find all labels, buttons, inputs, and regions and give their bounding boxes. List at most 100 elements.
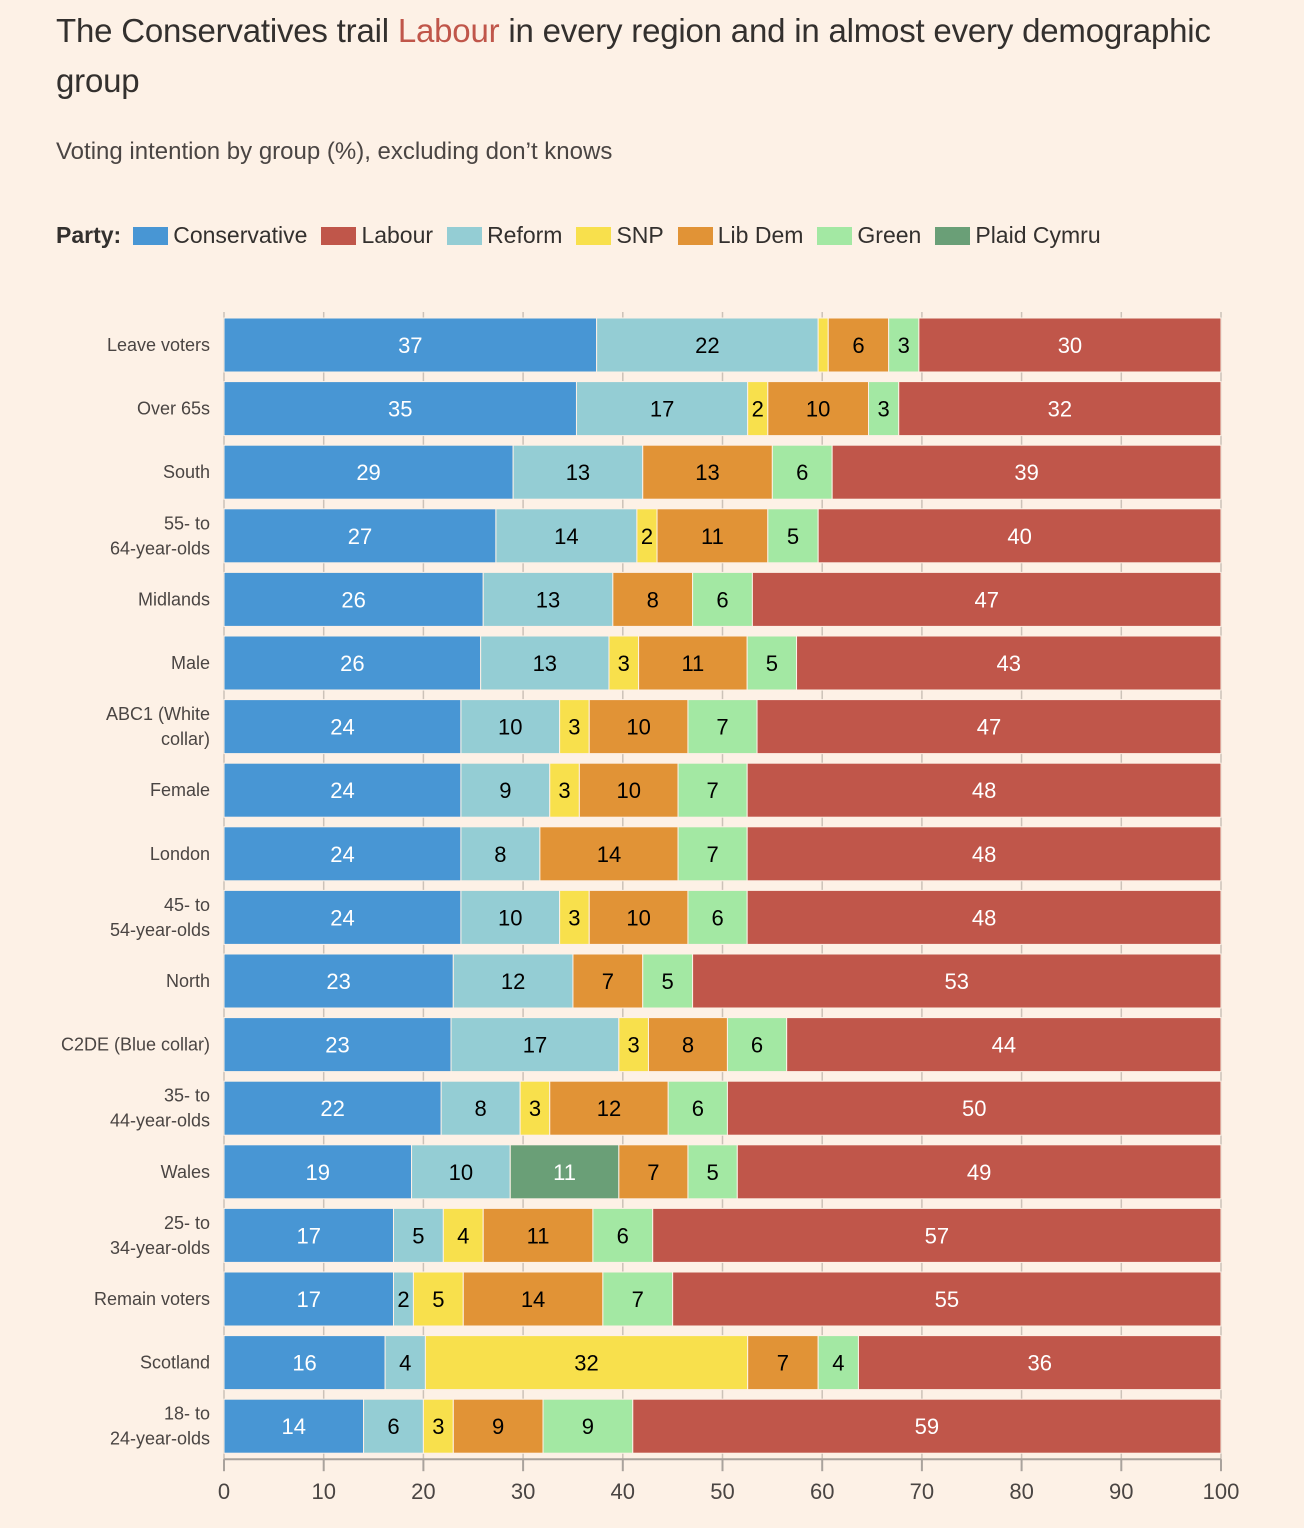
- category-label-line: Midlands: [138, 589, 210, 609]
- data-label-reform: 13: [533, 651, 557, 676]
- category-label-line: Remain voters: [94, 1289, 210, 1309]
- bar-segment-green: [771, 444, 833, 500]
- data-label-green: 3: [898, 333, 910, 358]
- data-label-green: 4: [832, 1351, 844, 1376]
- bar-segment-conservative: [223, 444, 514, 500]
- data-label-conservative: 19: [306, 1160, 330, 1185]
- data-label-green: 3: [878, 397, 890, 422]
- data-label-conservative: 23: [325, 1033, 349, 1058]
- data-label-green: 5: [707, 1160, 719, 1185]
- category-label: 35- to 44-year-olds: [110, 1086, 210, 1131]
- data-label-conservative: 14: [282, 1414, 306, 1439]
- data-label-lib-dem: 12: [597, 1096, 621, 1121]
- data-label-conservative: 16: [292, 1351, 316, 1376]
- category-label: Scotland: [140, 1353, 210, 1373]
- bar-segment-lib-dem: [767, 381, 870, 437]
- data-label-labour: 59: [915, 1414, 939, 1439]
- data-label-snp: 2: [752, 397, 764, 422]
- data-label-labour: 53: [945, 969, 969, 994]
- legend-swatch-labour: [321, 226, 357, 245]
- bar-segment-conservative: [223, 889, 462, 945]
- bar-segment-labour: [736, 1144, 1222, 1200]
- data-label-plaid-cymru: 11: [553, 1160, 576, 1185]
- category-label: London: [150, 844, 210, 864]
- bar-segment-snp: [549, 762, 580, 818]
- data-label-lib-dem: 10: [626, 715, 650, 740]
- bar-segment-lib-dem: [656, 508, 769, 564]
- bar-segment-labour: [746, 889, 1222, 945]
- category-label-line: 64-year-olds: [110, 538, 210, 558]
- bar-segment-conservative: [223, 953, 454, 1009]
- bar-segment-labour: [898, 381, 1222, 437]
- x-tick-label: 90: [1109, 1479, 1133, 1504]
- data-label-lib-dem: 11: [701, 524, 724, 549]
- bar-segment-green: [687, 1144, 738, 1200]
- data-label-green: 5: [662, 969, 674, 994]
- data-label-conservative: 27: [348, 524, 372, 549]
- legend-swatch-snp: [576, 226, 612, 245]
- category-label-line: 54-year-olds: [110, 920, 210, 940]
- bar-segment-lib-dem: [642, 444, 773, 500]
- bar-segment-reform: [512, 444, 644, 500]
- bar-segment-labour: [918, 317, 1222, 373]
- data-label-snp: 4: [457, 1223, 469, 1248]
- legend-text-green: Green: [857, 222, 922, 248]
- x-tick-label: 20: [411, 1479, 435, 1504]
- x-tick-label: 60: [810, 1479, 834, 1504]
- data-label-labour: 30: [1058, 333, 1082, 358]
- x-tick-label: 70: [910, 1479, 934, 1504]
- bar-segment-lib-dem: [588, 699, 689, 755]
- bar-segment-green: [687, 699, 758, 755]
- bar-segment-labour: [652, 1207, 1222, 1263]
- data-label-green: 9: [582, 1414, 594, 1439]
- data-label-labour: 40: [1007, 524, 1031, 549]
- bar-segment-green: [677, 762, 748, 818]
- data-label-conservative: 17: [297, 1287, 321, 1312]
- bar-segment-reform: [440, 1080, 521, 1136]
- bar-segment-lib-dem: [539, 826, 679, 882]
- data-label-green: 7: [716, 715, 728, 740]
- data-label-conservative: 26: [340, 651, 364, 676]
- bar-segment-green: [726, 1017, 788, 1073]
- category-label: 18- to 24-year-olds: [110, 1404, 210, 1449]
- data-label-conservative: 24: [330, 715, 354, 740]
- bar-segment-conservative: [223, 699, 462, 755]
- data-label-labour: 39: [1014, 460, 1038, 485]
- bar-segment-snp: [412, 1271, 464, 1327]
- data-label-conservative: 22: [320, 1096, 344, 1121]
- data-label-reform: 9: [499, 778, 511, 803]
- data-label-reform: 13: [566, 460, 590, 485]
- legend-swatch-reform: [447, 226, 483, 245]
- bar-segment-lib-dem: [827, 317, 890, 373]
- bar-segment-conservative: [223, 571, 484, 627]
- bar-segment-labour: [632, 1398, 1222, 1454]
- data-label-labour: 48: [972, 778, 996, 803]
- legend-item-reform: Reform: [447, 222, 562, 249]
- bar-segment-lib-dem: [482, 1207, 594, 1263]
- category-label-line: Wales: [161, 1162, 210, 1182]
- data-label-lib-dem: 7: [647, 1160, 659, 1185]
- bar-segment-lib-dem: [588, 889, 689, 945]
- data-label-reform: 2: [397, 1287, 409, 1312]
- data-label-snp: 5: [432, 1287, 444, 1312]
- data-label-green: 6: [711, 905, 723, 930]
- bar-segment-conservative: [223, 826, 462, 882]
- bar-segment-labour: [857, 1335, 1222, 1391]
- data-label-conservative: 35: [388, 397, 412, 422]
- data-label-reform: 17: [650, 397, 674, 422]
- data-label-labour: 48: [972, 905, 996, 930]
- bar-segment-green: [667, 1080, 728, 1136]
- data-label-green: 7: [707, 778, 719, 803]
- data-label-labour: 55: [935, 1287, 959, 1312]
- data-label-lib-dem: 11: [527, 1223, 550, 1248]
- data-label-snp: 3: [432, 1414, 444, 1439]
- bar-segment-green: [687, 889, 748, 945]
- x-tick-label: 30: [511, 1479, 535, 1504]
- bar-segment-lib-dem: [572, 953, 644, 1009]
- bar-segment-lib-dem: [647, 1017, 728, 1073]
- data-label-reform: 8: [494, 842, 506, 867]
- chart-subtitle: Voting intention by group (%), excluding…: [56, 138, 613, 165]
- legend-text-conservative: Conservative: [173, 222, 308, 248]
- bar-segment-conservative: [223, 1017, 452, 1073]
- category-label-line: 55- to: [164, 513, 210, 533]
